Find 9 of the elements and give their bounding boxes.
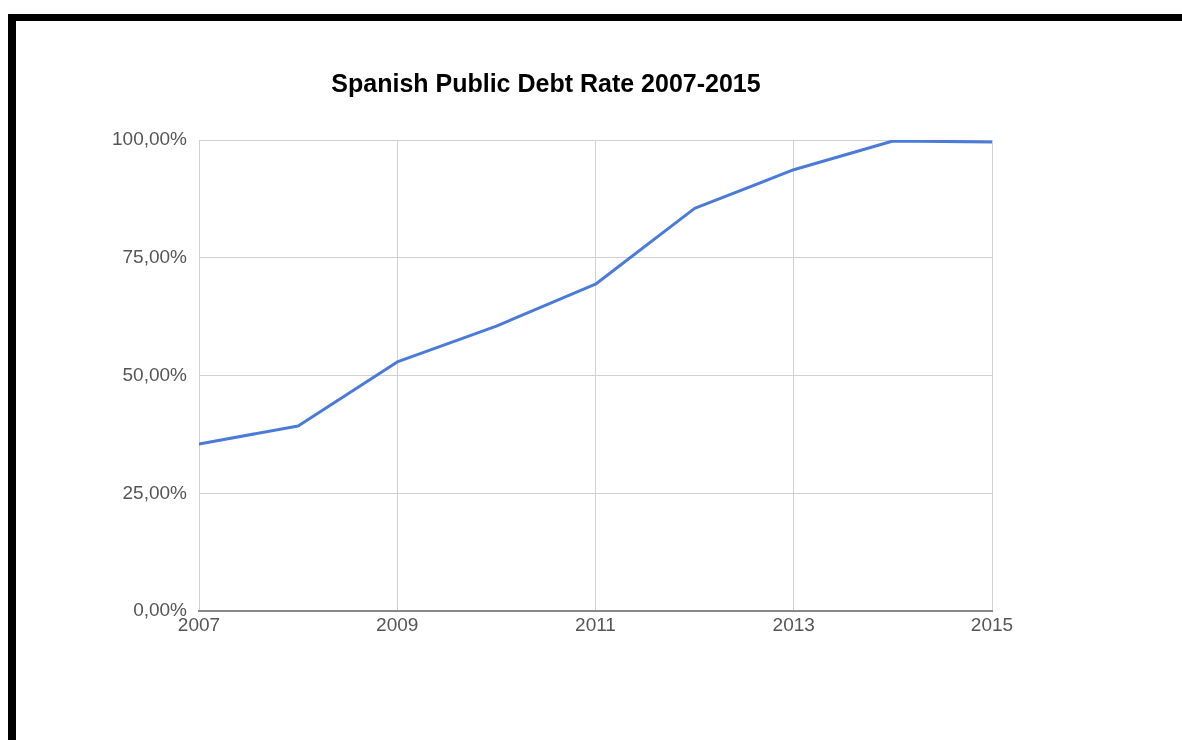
y-tick-label: 25,00% — [122, 481, 188, 503]
y-tick-label: 75,00% — [122, 246, 188, 268]
y-tick-label: 100,00% — [111, 128, 188, 150]
x-tick-label: 2015 — [970, 613, 1014, 635]
chart-title: Spanish Public Debt Rate 2007-2015 — [331, 68, 761, 97]
x-tick-label: 2011 — [575, 613, 616, 635]
y-tick-label: 50,00% — [122, 363, 188, 385]
x-tick-label: 2013 — [772, 613, 815, 635]
x-tick-label: 2009 — [376, 613, 419, 635]
